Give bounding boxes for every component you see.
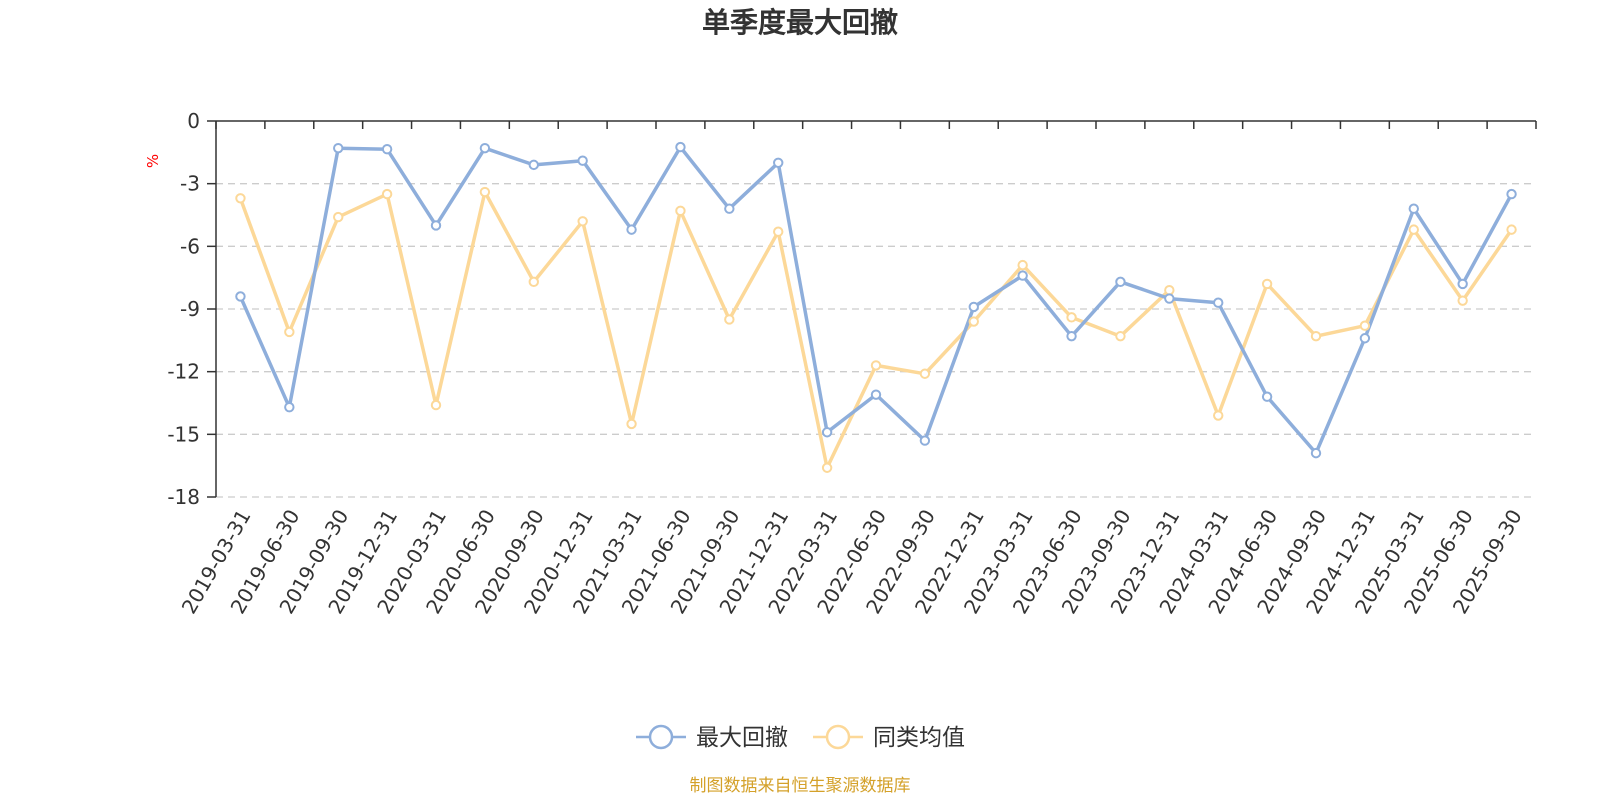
y-tick-label: 0 bbox=[187, 109, 200, 133]
data-point[interactable] bbox=[919, 368, 931, 379]
data-point[interactable] bbox=[381, 144, 393, 155]
data-point[interactable] bbox=[1213, 297, 1224, 308]
y-tick-label: -6 bbox=[180, 234, 200, 258]
data-point[interactable] bbox=[1261, 278, 1273, 290]
data-point[interactable] bbox=[284, 326, 295, 338]
data-point[interactable] bbox=[1066, 312, 1077, 323]
data-point[interactable] bbox=[284, 401, 295, 413]
data-point[interactable] bbox=[724, 203, 735, 214]
data-point[interactable] bbox=[675, 141, 686, 153]
data-point[interactable] bbox=[1213, 410, 1224, 421]
series-line bbox=[238, 145, 1514, 455]
y-tick-label: -18 bbox=[167, 485, 200, 509]
data-point[interactable] bbox=[1017, 259, 1028, 271]
data-point[interactable] bbox=[1066, 330, 1077, 342]
data-point[interactable] bbox=[1457, 278, 1468, 290]
data-point[interactable] bbox=[577, 155, 588, 166]
y-tick-label: -9 bbox=[180, 297, 200, 321]
series-lines bbox=[235, 141, 1517, 473]
series-line bbox=[238, 190, 1514, 470]
y-axis-unit: % bbox=[144, 154, 162, 168]
data-point[interactable] bbox=[773, 226, 784, 237]
data-point[interactable] bbox=[773, 157, 784, 168]
grid-lines bbox=[207, 120, 1536, 498]
data-point[interactable] bbox=[919, 435, 931, 446]
data-point[interactable] bbox=[1408, 224, 1419, 235]
legend[interactable]: 最大回撤 同类均值 bbox=[636, 724, 965, 751]
data-point[interactable] bbox=[235, 193, 246, 204]
data-point[interactable] bbox=[1359, 333, 1371, 344]
data-point[interactable] bbox=[821, 427, 833, 438]
data-point[interactable] bbox=[1506, 188, 1517, 200]
source-note: 制图数据来自恒生聚源数据库 bbox=[690, 776, 911, 796]
data-point[interactable] bbox=[1359, 320, 1371, 331]
data-point[interactable] bbox=[870, 389, 882, 400]
data-point[interactable] bbox=[333, 142, 344, 154]
chart-title: 单季度最大回撤 bbox=[702, 6, 898, 39]
legend-circle-symbol bbox=[648, 724, 674, 750]
y-tick-labels: 0 -3 -6 -9 -12 -15 -18 bbox=[167, 109, 200, 509]
data-point[interactable] bbox=[479, 142, 491, 154]
data-point[interactable] bbox=[626, 418, 637, 430]
data-point[interactable] bbox=[1506, 224, 1517, 235]
legend-label: 同类均值 bbox=[873, 725, 965, 751]
data-point[interactable] bbox=[1115, 276, 1126, 288]
data-point[interactable] bbox=[626, 224, 637, 235]
data-point[interactable] bbox=[1261, 391, 1273, 402]
data-point[interactable] bbox=[479, 186, 491, 198]
data-point[interactable] bbox=[1164, 293, 1175, 304]
legend-circle-symbol bbox=[825, 724, 851, 750]
data-point[interactable] bbox=[528, 159, 539, 171]
data-point[interactable] bbox=[1310, 447, 1322, 459]
legend-label: 最大回撤 bbox=[696, 725, 788, 751]
data-point[interactable] bbox=[528, 276, 539, 288]
x-tick-labels: 2019-03-312019-06-302019-09-302019-12-31… bbox=[177, 505, 1527, 618]
legend-item[interactable]: 同类均值 bbox=[813, 724, 965, 751]
y-tick-label: -15 bbox=[167, 422, 200, 446]
data-point[interactable] bbox=[577, 216, 588, 227]
data-point[interactable] bbox=[381, 188, 393, 200]
data-point[interactable] bbox=[1457, 295, 1468, 306]
data-point[interactable] bbox=[968, 301, 979, 313]
axes bbox=[215, 120, 1537, 497]
data-point[interactable] bbox=[870, 360, 882, 371]
data-point[interactable] bbox=[675, 205, 686, 217]
data-point[interactable] bbox=[333, 211, 344, 223]
data-point[interactable] bbox=[235, 291, 246, 302]
data-point[interactable] bbox=[1408, 203, 1419, 214]
data-point[interactable] bbox=[430, 399, 442, 411]
data-point[interactable] bbox=[724, 314, 735, 325]
data-point[interactable] bbox=[1164, 285, 1175, 296]
data-point[interactable] bbox=[1115, 330, 1126, 342]
data-point[interactable] bbox=[430, 220, 442, 231]
data-point[interactable] bbox=[821, 462, 833, 473]
y-tick-label: -12 bbox=[167, 360, 200, 384]
legend-item[interactable]: 最大回撤 bbox=[636, 724, 788, 751]
data-point[interactable] bbox=[968, 316, 979, 327]
data-point[interactable] bbox=[1017, 270, 1028, 281]
data-point[interactable] bbox=[1310, 330, 1322, 342]
y-tick-label: -3 bbox=[180, 172, 200, 196]
